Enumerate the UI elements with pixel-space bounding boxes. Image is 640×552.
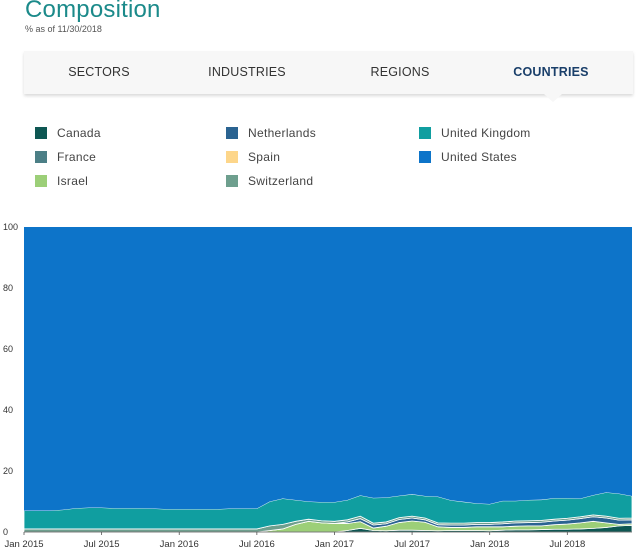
y-tick-label: 100 xyxy=(3,222,18,232)
country-composition-area-chart: 0 20 40 60 80 100 Jan 2015 Jul 2015 Jan 2016 Jul … xyxy=(3,222,633,550)
tab-sectors[interactable]: SECTORS xyxy=(68,65,130,79)
y-tick-label: 40 xyxy=(3,405,13,415)
legend-swatch xyxy=(419,151,431,163)
legend-label: Canada xyxy=(57,126,101,140)
legend-label: France xyxy=(57,150,97,164)
x-tick-label: Jan 2016 xyxy=(160,539,199,550)
legend-swatch xyxy=(35,151,47,163)
y-tick-label: 80 xyxy=(3,283,13,293)
chart-legend: Canada France Israel Netherlands Spain S… xyxy=(35,126,635,196)
legend-label: Netherlands xyxy=(248,126,317,140)
tab-industries[interactable]: INDUSTRIES xyxy=(208,65,286,79)
legend-swatch xyxy=(226,151,238,163)
legend-swatch xyxy=(35,175,47,187)
x-tick-label: Jan 2018 xyxy=(470,539,509,550)
tab-countries[interactable]: COUNTRIES xyxy=(513,65,589,79)
tab-bar: SECTORS INDUSTRIES REGIONS COUNTRIES xyxy=(24,51,633,94)
y-tick-label: 60 xyxy=(3,344,13,354)
active-tab-pointer xyxy=(544,94,562,102)
legend-swatch xyxy=(35,127,47,139)
legend-label: United States xyxy=(441,150,517,164)
as-of-date: % as of 11/30/2018 xyxy=(25,24,102,34)
x-tick-label: Jul 2018 xyxy=(549,539,585,550)
legend-swatch xyxy=(226,127,238,139)
legend-swatch xyxy=(226,175,238,187)
x-tick-label: Jan 2017 xyxy=(315,539,354,550)
legend-label: Switzerland xyxy=(248,174,314,188)
tab-regions[interactable]: REGIONS xyxy=(370,65,430,79)
legend-label: Spain xyxy=(248,150,281,164)
legend-label: United Kingdom xyxy=(441,126,531,140)
x-tick-label: Jul 2015 xyxy=(84,539,120,550)
y-tick-label: 0 xyxy=(3,527,8,537)
page-title: Composition xyxy=(25,0,161,23)
y-tick-label: 20 xyxy=(3,466,13,476)
x-tick-label: Jan 2015 xyxy=(4,539,43,550)
x-tick-label: Jul 2017 xyxy=(394,539,430,550)
area-series-united-states xyxy=(24,227,632,511)
x-tick-label: Jul 2016 xyxy=(239,539,275,550)
legend-swatch xyxy=(419,127,431,139)
legend-label: Israel xyxy=(57,174,89,188)
